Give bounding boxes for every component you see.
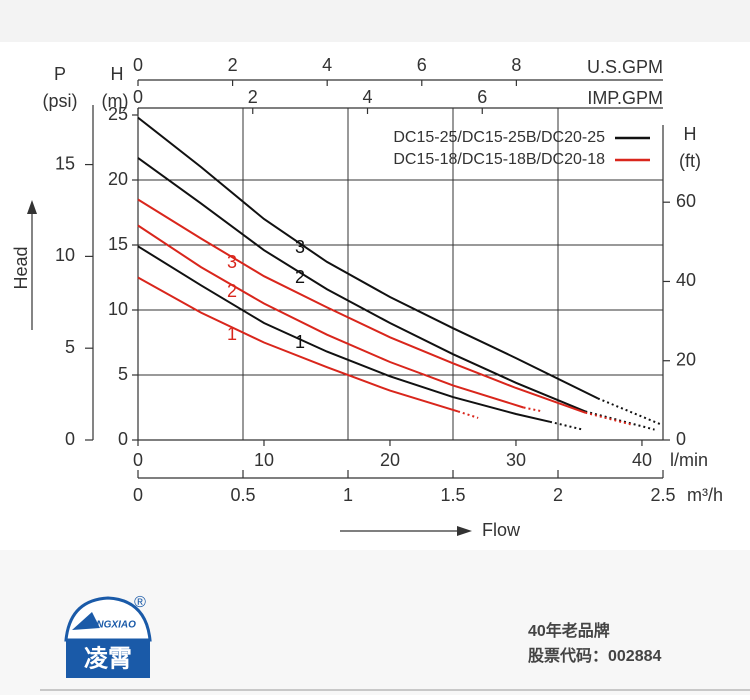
y-tick-label: 20 [108,169,128,189]
slogan: 40年老品牌 [528,621,610,640]
m3h-tick-label: 2 [553,485,563,505]
ft-tick-label: 60 [676,191,696,211]
curve-extension [457,410,479,419]
usgpm-axis-tick-label: 4 [322,55,332,75]
y-axis-label: H [111,64,124,84]
logo-box [66,640,150,678]
usgpm-axis-tick-label: 2 [228,55,238,75]
head-arrowhead [27,200,37,214]
x-tick-label: 20 [380,450,400,470]
m3h-tick-label: 1.5 [440,485,465,505]
x-tick-label: 40 [632,450,652,470]
psi-tick-label: 10 [55,245,75,265]
x-axis-label: l/min [670,450,708,470]
logo-mark: ® [134,594,146,611]
ft-tick-label: 40 [676,270,696,290]
impgpm-axis-tick-label: 6 [477,87,487,107]
m3h-axis-label: m³/h [687,485,723,505]
legend-label: DC15-18/DC15-18B/DC20-18 [393,151,605,168]
m3h-tick-label: 1 [343,485,353,505]
curve [137,245,551,423]
logo-text: 凌霄 [84,645,132,672]
m3h-tick-label: 0.5 [230,485,255,505]
ft-axis-unit: (ft) [679,151,701,171]
curve [137,198,586,414]
flow-arrowhead [457,526,472,536]
y-tick-label: 15 [108,234,128,254]
curve [137,157,586,413]
psi-tick-label: 15 [55,153,75,173]
usgpm-axis-tick-label: 0 [133,55,143,75]
m3h-tick-label: 0 [133,485,143,505]
logo-latin: JINGXIAO [88,620,136,631]
curve-label: 3 [227,252,237,272]
y-tick-label: 5 [118,364,128,384]
curve-extension [585,411,631,426]
y-tick-label: 0 [118,429,128,449]
curve [137,116,599,400]
stock-code: 股票代码：002884 [528,646,661,665]
x-tick-label: 0 [133,450,143,470]
ft-axis-label: H [684,124,697,144]
m3h-tick-label: 2.5 [650,485,675,505]
curve-label: 3 [295,237,305,257]
psi-tick-label: 5 [65,337,75,357]
logo-arc [64,596,152,642]
usgpm-axis-tick-label: 6 [417,55,427,75]
logo: JINGXIAO 凌霄 ® [64,594,152,678]
y-axis-unit: (m) [102,91,129,111]
psi-axis-label: P [54,64,66,84]
psi-axis-unit: (psi) [43,91,78,111]
curve-label: 2 [227,281,237,301]
usgpm-axis-tick-label: 8 [511,55,521,75]
curve-extension [523,406,543,413]
x-tick-label: 30 [506,450,526,470]
curve-label: 2 [295,267,305,287]
curve-extension [597,397,662,426]
curve-extension [585,410,655,431]
top-band [0,0,750,42]
y-tick-label: 10 [108,299,128,319]
curve-label: 1 [295,332,305,352]
x-tick-label: 10 [254,450,274,470]
curve-label: 1 [227,324,237,344]
legend-label: DC15-25/DC15-25B/DC20-25 [393,129,605,146]
curve-extension [549,420,583,431]
impgpm-axis-tick-label: 4 [363,87,373,107]
psi-tick-label: 0 [65,429,75,449]
impgpm-axis-tick-label: 0 [133,87,143,107]
ft-tick-label: 0 [676,429,686,449]
head-label: Head [11,246,31,289]
curve [137,224,524,409]
logo-wing [72,612,100,630]
curve [137,276,459,413]
flow-label: Flow [482,520,521,540]
impgpm-axis-tick-label: 2 [248,87,258,107]
y-tick-label: 25 [108,104,128,124]
impgpm-axis-label: IMP.GPM [587,88,663,108]
ft-tick-label: 20 [676,349,696,369]
usgpm-axis-label: U.S.GPM [587,57,663,77]
